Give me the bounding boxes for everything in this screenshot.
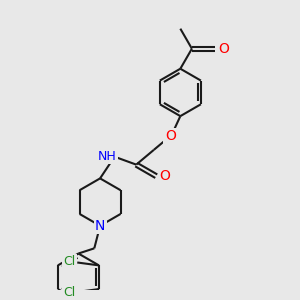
Text: Cl: Cl — [63, 286, 75, 299]
Text: Cl: Cl — [63, 255, 75, 268]
Text: O: O — [165, 129, 176, 143]
Text: O: O — [159, 169, 170, 183]
Text: N: N — [95, 219, 105, 233]
Text: O: O — [218, 42, 229, 56]
Text: NH: NH — [98, 150, 117, 163]
